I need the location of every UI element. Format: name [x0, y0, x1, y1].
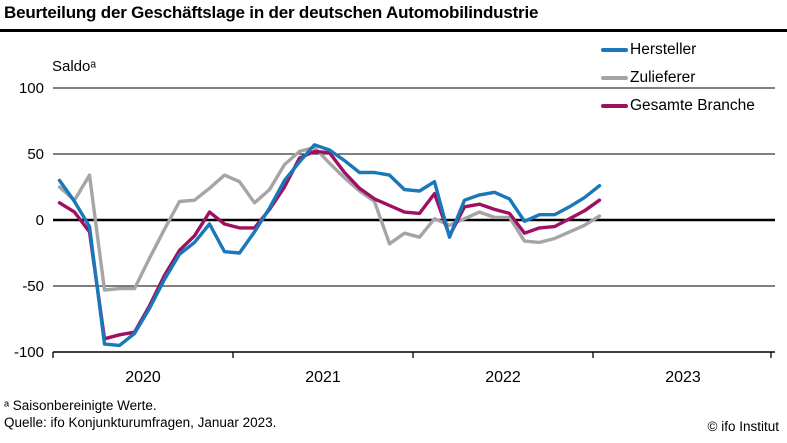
series-line-hersteller — [57, 143, 602, 348]
legend-label: Hersteller — [630, 41, 697, 58]
footnote-source: Quelle: ifo Konjunkturumfragen, Januar 2… — [4, 415, 277, 430]
legend-item-gesamte-branche: Gesamte Branche — [601, 92, 755, 120]
legend: Hersteller Zulieferer Gesamte Branche — [601, 36, 755, 120]
line-swatch-icon — [601, 104, 628, 108]
x-axis-year-label: 2023 — [665, 369, 701, 386]
legend-label: Zulieferer — [630, 69, 696, 86]
title-divider — [0, 29, 787, 32]
page-title: Beurteilung der Geschäftslage in der deu… — [4, 3, 539, 22]
copyright-label: © ifo Institut — [707, 419, 779, 434]
legend-item-zulieferer: Zulieferer — [601, 64, 755, 92]
y-axis-tick-label: -50 — [22, 278, 44, 295]
y-axis-tick-label: 100 — [19, 80, 44, 97]
footnote-seasonal-adjustment: ᵃ Saisonbereinigte Werte. — [4, 398, 157, 413]
line-swatch-icon — [601, 76, 628, 80]
y-axis-unit-label: Saldoᵃ — [52, 58, 96, 75]
line-swatch-icon — [601, 48, 628, 52]
series-line-zulieferer — [57, 145, 602, 292]
y-axis-tick-label: 50 — [27, 146, 44, 163]
y-axis-tick-label: -100 — [14, 344, 44, 361]
series-line-gesamte-branche — [57, 149, 602, 341]
x-axis-year-label: 2021 — [305, 369, 341, 386]
y-axis-tick-label: 0 — [36, 212, 44, 229]
x-axis-year-label: 2020 — [125, 369, 161, 386]
x-axis-year-label: 2022 — [485, 369, 521, 386]
legend-label: Gesamte Branche — [630, 97, 755, 114]
legend-item-hersteller: Hersteller — [601, 36, 755, 64]
